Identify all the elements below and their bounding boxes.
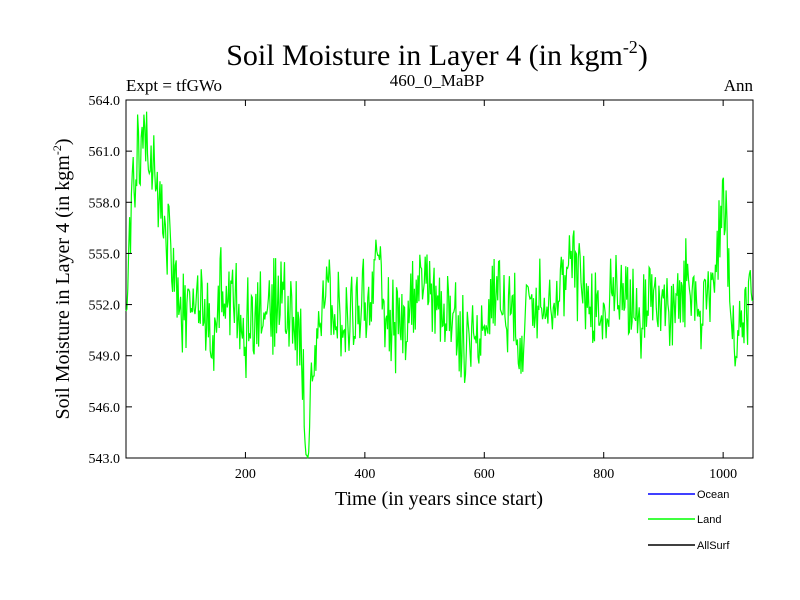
chart-title-sup: -2 (623, 37, 638, 57)
y-axis-label-close: ) (52, 138, 74, 145)
series-line-land (125, 111, 754, 459)
y-tick-label: 546.0 (89, 401, 121, 416)
x-tick-label: 600 (474, 467, 495, 482)
x-tick-label: 800 (593, 467, 614, 482)
y-tick-label: 555.0 (89, 247, 121, 262)
chart-title-close: ) (638, 39, 648, 72)
legend-label-allsurf: AllSurf (697, 540, 730, 552)
y-tick-label: 552.0 (89, 299, 121, 314)
period-label: 460_0_MaBP (390, 71, 484, 90)
y-tick-label: 558.0 (89, 196, 121, 211)
y-axis-label-sup: -2 (50, 145, 64, 155)
y-tick-label: 564.0 (89, 94, 121, 109)
x-tick-label: 400 (354, 467, 375, 482)
x-tick-label: 1000 (709, 467, 737, 482)
y-axis-label-main: Soil Moisture in Layer 4 (in kgm (52, 155, 74, 420)
chart-title-main: Soil Moisture in Layer 4 (in kgm (226, 39, 623, 72)
x-tick-label: 200 (235, 467, 256, 482)
experiment-label: Expt = tfGWo (126, 76, 222, 95)
series-layer (125, 111, 754, 459)
y-tick-label: 561.0 (89, 145, 121, 160)
chart-title: Soil Moisture in Layer 4 (in kgm-2) (226, 37, 648, 72)
legend-label-land: Land (697, 514, 721, 526)
legend: Ocean Land AllSurf (648, 489, 730, 552)
y-axis-label: Soil Moisture in Layer 4 (in kgm-2) (50, 138, 74, 419)
legend-label-ocean: Ocean (697, 489, 729, 501)
season-label: Ann (724, 76, 754, 95)
plot-area (125, 99, 754, 459)
y-tick-label: 549.0 (89, 350, 121, 365)
x-axis-label: Time (in years since start) (335, 488, 543, 510)
y-tick-label: 543.0 (89, 452, 121, 467)
tick-layer: 543.0 546.0 549.0 552.0 555.0 558.0 561.0 564.0… (89, 94, 753, 482)
